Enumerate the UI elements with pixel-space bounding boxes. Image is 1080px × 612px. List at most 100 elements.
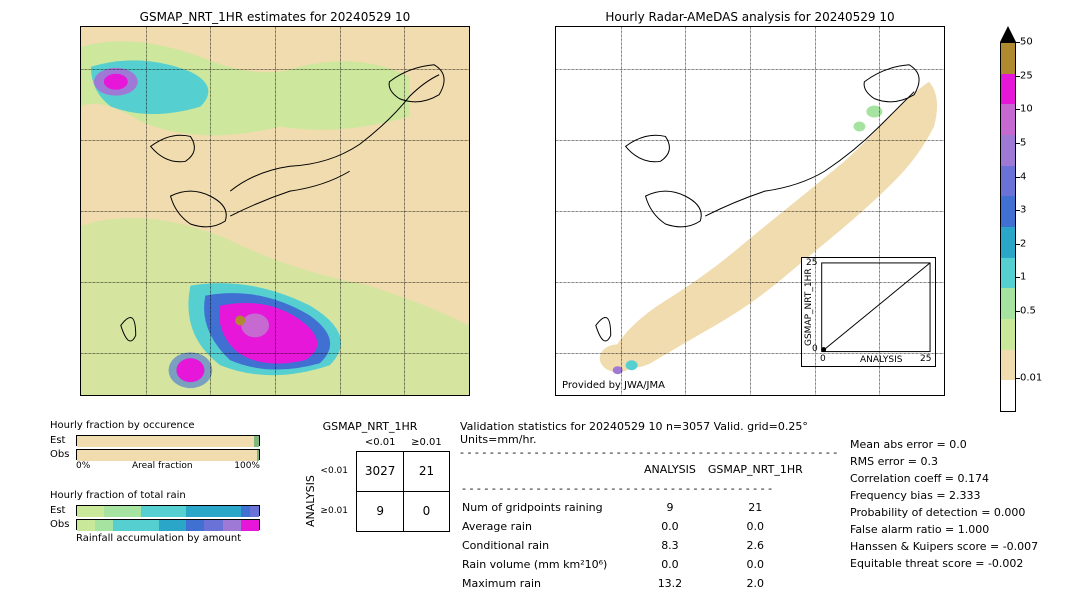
stats-header: GSMAP_NRT_1HR: [708, 461, 813, 478]
lat-tick: 35°N: [555, 206, 556, 217]
lon-tick: 145°E: [864, 395, 894, 396]
occ-axis-right: 100%: [234, 461, 260, 471]
lat-tick: 45°N: [80, 64, 81, 75]
lat-tick: 30°N: [80, 276, 81, 287]
lat-tick: 40°N: [555, 135, 556, 146]
ct-row-title: ANALYSIS: [304, 475, 317, 527]
lon-tick: 125°E: [130, 395, 160, 396]
colorbar-segment: [1001, 319, 1015, 350]
stats-title: Validation statistics for 20240529 10 n=…: [460, 420, 840, 446]
right-map: 25 0 0 25 ANALYSIS GSMAP_NRT_1HR Provide…: [555, 26, 945, 396]
hbar-segment: [113, 520, 159, 531]
totalrain-section: Hourly fraction of total rain EstObs Rai…: [50, 490, 260, 546]
colorbar-segment: [1001, 288, 1015, 319]
stats-header: ANALYSIS: [644, 461, 706, 478]
hbar-segment: [77, 520, 95, 531]
hbar-segment: [254, 436, 259, 447]
right-map-title: Hourly Radar-AMeDAS analysis for 2024052…: [555, 10, 945, 24]
stats-cell: 13.2: [644, 575, 706, 592]
hbar-label: Est: [50, 435, 76, 446]
stats-cell: 2.6: [708, 537, 813, 554]
lat-tick: 25°N: [80, 347, 81, 358]
colorbar-segment: [1001, 196, 1015, 227]
hbar-segment: [241, 506, 250, 517]
colorbar-tick: 50: [1020, 37, 1033, 48]
stats-cell: Average rain: [462, 518, 642, 535]
left-map: 125°E130°E135°E140°E145°E25°N30°N35°N40°…: [80, 26, 470, 396]
stats-cell: 21: [708, 499, 813, 516]
stats-metric: RMS error = 0.3: [850, 455, 1038, 468]
stats-metric: False alarm ratio = 1.000: [850, 523, 1038, 536]
lon-tick: 130°E: [195, 395, 225, 396]
stats-cell: 0.0: [644, 518, 706, 535]
colorbar-segment: [1001, 74, 1015, 105]
colorbar-segment: [1001, 350, 1015, 381]
stats-metric: Mean abs error = 0.0: [850, 438, 1038, 451]
lat-tick: 30°N: [555, 276, 556, 287]
totalrain-caption: Rainfall accumulation by amount: [76, 533, 260, 544]
stats-metric: Probability of detection = 0.000: [850, 506, 1038, 519]
colorbar-segment: [1001, 227, 1015, 258]
colorbar-tick: 25: [1020, 70, 1033, 81]
colorbar-tick: 1: [1020, 272, 1026, 283]
hbar-segment: [223, 520, 241, 531]
stats-cell: 0.0: [708, 518, 813, 535]
occurrence-title: Hourly fraction by occurence: [50, 420, 260, 431]
hbar-segment: [77, 506, 104, 517]
provided-by-label: Provided by JWA/JMA: [562, 380, 665, 391]
lon-tick: 135°E: [260, 395, 290, 396]
hbar-segment: [204, 520, 222, 531]
colorbar-segment: [1001, 104, 1015, 135]
lon-tick: 130°E: [670, 395, 700, 396]
stats-right: Mean abs error = 0.0 RMS error = 0.3 Corre…: [850, 438, 1038, 574]
colorbar: 502510543210.50.01: [1000, 26, 1016, 412]
hbar-segment: [250, 506, 259, 517]
lon-tick: 140°E: [799, 395, 829, 396]
hbar-label: Est: [50, 505, 76, 516]
lat-tick: 25°N: [555, 347, 556, 358]
hbar-segment: [186, 520, 204, 531]
hbar-segment: [104, 506, 140, 517]
hbar-segment: [241, 520, 259, 531]
ct-row-0: <0.01: [312, 451, 357, 491]
ct-cell-10: 9: [357, 491, 403, 531]
colorbar-segment: [1001, 135, 1015, 166]
colorbar-tick: 4: [1020, 171, 1026, 182]
hbar-segment: [77, 450, 257, 461]
stats-cell: Num of gridpoints raining: [462, 499, 642, 516]
colorbar-tick: 0.01: [1020, 373, 1042, 384]
ct-cell-11: 0: [403, 491, 449, 531]
hbar-segment: [77, 436, 254, 447]
occ-axis-left: 0%: [76, 461, 90, 471]
lat-tick: 35°N: [80, 206, 81, 217]
colorbar-segment: [1001, 43, 1015, 74]
hbar-segment: [95, 520, 113, 531]
stats-cell: 2.0: [708, 575, 813, 592]
stats-metric: Correlation coeff = 0.174: [850, 472, 1038, 485]
lon-tick: 145°E: [389, 395, 419, 396]
ct-cell-01: 21: [403, 451, 449, 491]
stats-metric: Hanssen & Kuipers score = -0.007: [850, 540, 1038, 553]
colorbar-tick: 10: [1020, 104, 1033, 115]
hbar-label: Obs: [50, 449, 76, 460]
hbar-segment: [141, 506, 187, 517]
left-map-panel: GSMAP_NRT_1HR estimates for 20240529 10: [80, 10, 470, 396]
stats-header: [462, 461, 642, 478]
colorbar-tick: 0.5: [1020, 306, 1036, 317]
stats-cell: 0.0: [644, 556, 706, 573]
stats-cell: Rain volume (mm km²10⁶): [462, 556, 642, 573]
colorbar-tick: 2: [1020, 238, 1026, 249]
lon-tick: 135°E: [735, 395, 765, 396]
lon-tick: 140°E: [324, 395, 354, 396]
hbar-row: Obs: [50, 517, 260, 531]
hbar-label: Obs: [50, 519, 76, 530]
lon-tick: 125°E: [605, 395, 635, 396]
colorbar-tick: 3: [1020, 205, 1026, 216]
colorbar-tick: 5: [1020, 137, 1026, 148]
stats-cell: 9: [644, 499, 706, 516]
stats-cell: 8.3: [644, 537, 706, 554]
hbar-segment: [186, 506, 241, 517]
ct-cell-00: 3027: [357, 451, 403, 491]
occurrence-section: Hourly fraction by occurence EstObs 0% A…: [50, 420, 260, 471]
colorbar-segment: [1001, 166, 1015, 197]
